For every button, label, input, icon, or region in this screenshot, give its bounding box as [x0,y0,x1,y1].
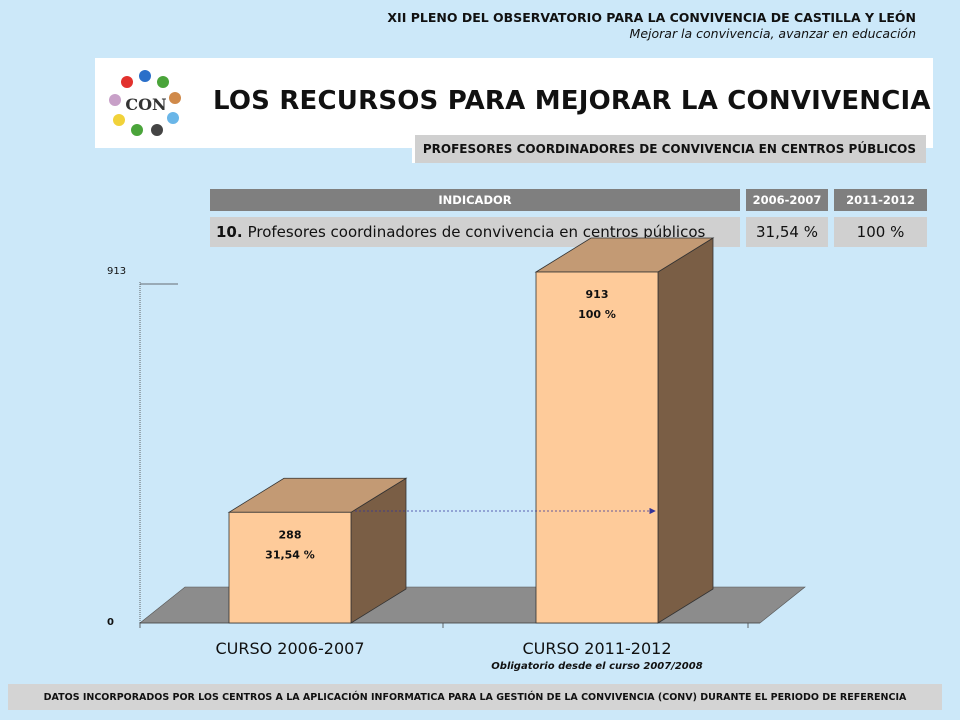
bar-0-percent-label: 31,54 % [265,548,315,561]
bars-group: 288 31,54 % 913 100 % [227,237,715,624]
indicator-value-2: 100 % [834,217,927,247]
bar-1-front [535,271,659,624]
indicator-label: Profesores coordinadores de convivencia … [247,223,706,241]
y-tick-label-max: 913 [107,266,126,277]
event-slogan: Mejorar la convivencia, avanzar en educa… [629,26,916,41]
x-category-label-1: CURSO 2006-2007 [215,639,364,658]
page-title: LOS RECURSOS PARA MEJORAR LA CONVIVENCIA [213,86,931,116]
section-subtitle: PROFESORES COORDINADORES DE CONVIVENCIA … [412,135,926,163]
event-header: XII PLENO DEL OBSERVATORIO PARA LA CONVI… [387,10,916,41]
x-category-label-2: CURSO 2011-2012 [522,639,671,658]
y-tick-label-zero: 0 [107,617,114,628]
chart-note: Obligatorio desde el curso 2007/2008 [491,661,702,672]
indicator-table-row: 10. Profesores coordinadores de conviven… [210,217,927,247]
indicator-table-header: INDICADOR 2006-2007 2011-2012 [210,189,927,211]
bar-1-value-label: 913 [586,288,609,301]
logo-people-ring [109,70,181,136]
bar-0-value-label: 288 [279,528,302,541]
bar-1-percent-label: 100 % [578,308,616,321]
con-logo: CON [109,70,181,136]
bar-0-front [228,511,352,624]
title-panel: CON LOS RECURSOS PARA MEJORAR LA CONVIVE… [95,58,933,148]
header-indicador: INDICADOR [210,189,740,211]
event-title: XII PLENO DEL OBSERVATORIO PARA LA CONVI… [387,10,916,25]
footer-note: DATOS INCORPORADOS POR LOS CENTROS A LA … [8,684,942,710]
header-year-1: 2006-2007 [746,189,828,211]
logo-text: CON [125,95,166,114]
bar-1-side [657,237,714,624]
header-year-2: 2011-2012 [834,189,927,211]
indicator-number: 10. [216,223,243,241]
indicator-value-1: 31,54 % [746,217,828,247]
